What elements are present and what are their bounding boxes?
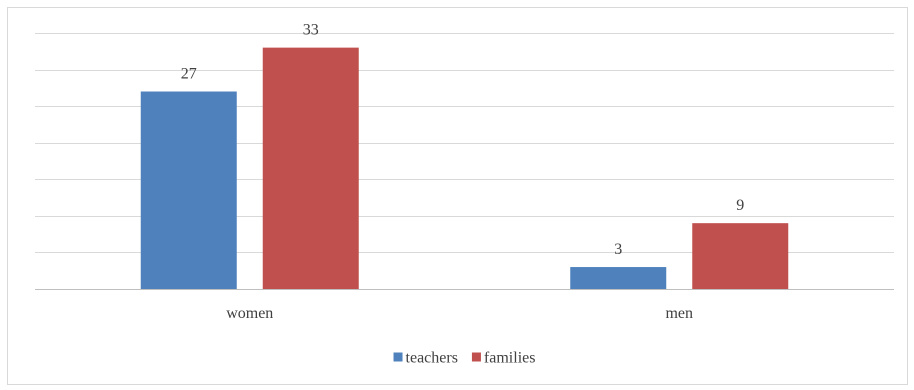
x-axis-tick-labels: women men (226, 305, 693, 322)
bar-families-women (262, 47, 359, 289)
bar-teachers-women (140, 91, 237, 289)
bar-teachers-men (570, 267, 667, 289)
legend-swatch-teachers (393, 352, 403, 362)
bar-families-men (692, 223, 789, 289)
x-tick-label-women: women (226, 305, 273, 322)
bars (140, 47, 789, 289)
legend-label-families: families (484, 350, 536, 367)
data-label-families-men: 9 (736, 197, 744, 214)
data-label-teachers-women: 27 (181, 66, 197, 83)
legend-label-teachers: teachers (406, 350, 458, 367)
data-label-teachers-men: 3 (614, 241, 622, 258)
legend: teachers families (393, 350, 536, 367)
legend-swatch-families (471, 352, 481, 362)
x-tick-label-men: men (665, 305, 693, 322)
data-label-families-women: 33 (303, 22, 319, 39)
